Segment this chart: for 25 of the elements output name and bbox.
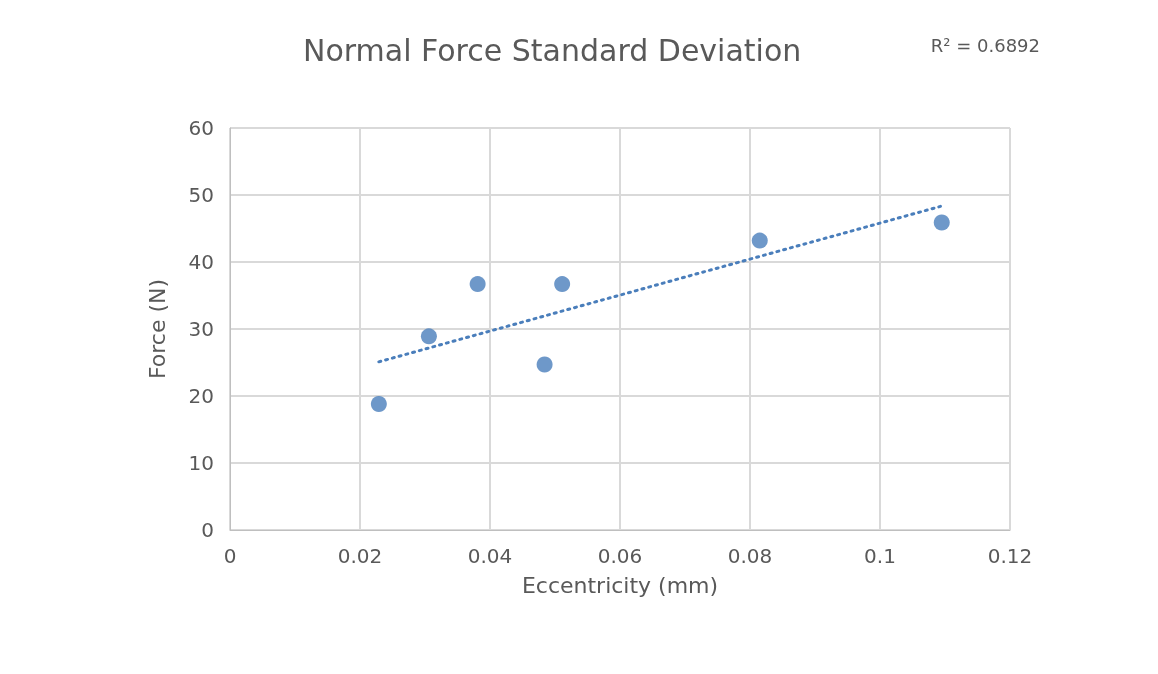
y-tick-label: 0 (201, 518, 214, 542)
point (554, 276, 571, 293)
x-tick-label: 0.06 (597, 544, 643, 568)
x-tick-label: 0.04 (467, 544, 513, 568)
point (536, 356, 553, 373)
point (469, 276, 486, 293)
x-tick-label: 0.02 (337, 544, 383, 568)
x-axis-title: Eccentricity (mm) (521, 572, 719, 598)
y-tick-label: 20 (188, 384, 214, 408)
x-tick-label: 0 (223, 544, 237, 568)
y-tick-label: 40 (188, 250, 214, 274)
y-tick-label: 50 (188, 183, 214, 207)
text: R² = 0.6892 (930, 34, 1040, 56)
chart-title: Normal Force Standard Deviation (303, 32, 802, 68)
x-tick-label: 0.08 (727, 544, 773, 568)
y-tick-label: 30 (188, 317, 214, 341)
point (370, 396, 387, 413)
x-tick-label: 0.12 (987, 544, 1033, 568)
y-tick-label: 60 (188, 116, 214, 140)
point (751, 232, 768, 249)
point (420, 328, 437, 345)
x-tick-label: 0.1 (864, 544, 896, 568)
y-tick-label: 10 (188, 451, 214, 475)
point (933, 214, 950, 231)
y-axis-title: Force (N) (144, 278, 170, 380)
